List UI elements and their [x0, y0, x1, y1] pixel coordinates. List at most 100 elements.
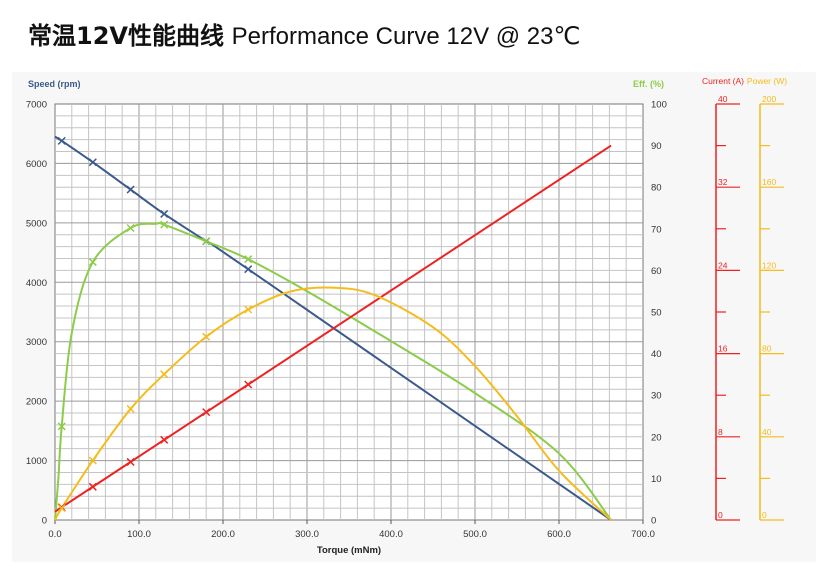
chart-axes: 0.0 100.0 200.0 300.0 400.0 500.0 600.0 700.0 To…	[26, 79, 667, 556]
series-power-line	[54, 286, 612, 521]
series-efficiency-marker-stroke	[88, 258, 97, 267]
power-tick-label: 40	[762, 427, 772, 437]
y-left-tick-label: 3000	[26, 337, 47, 348]
series-current-point	[126, 457, 135, 466]
power-tick-label: 0	[762, 510, 767, 520]
y-right-axis-label: Eff. (%)	[633, 79, 664, 89]
current-axis-label: Current (A)	[702, 76, 744, 86]
chart-grid	[54, 103, 644, 521]
series-efficiency-line	[54, 221, 612, 521]
plot-area	[54, 103, 644, 521]
y-left-tick-label: 7000	[26, 100, 47, 111]
chart-series	[54, 135, 612, 521]
x-tick-label: 500.0	[463, 529, 487, 540]
series-efficiency-point	[244, 255, 253, 264]
y-right-tick-label: 30	[651, 391, 662, 402]
series-power-point	[160, 370, 169, 379]
series-current-marker-stroke	[126, 457, 135, 466]
y-left-tick-label: 0	[42, 516, 47, 527]
x-tick-label: 0.0	[48, 529, 61, 540]
series-current-line	[54, 144, 612, 513]
y-right-tick-label: 70	[651, 224, 662, 235]
series-speed-marker-stroke	[88, 158, 97, 167]
series-current-marker-stroke	[202, 408, 211, 417]
current-tick-label: 32	[718, 177, 728, 187]
series-power-point	[126, 404, 135, 413]
power-axis-label: Power (W)	[747, 76, 787, 86]
series-speed-point	[244, 265, 253, 274]
series-power-marker-stroke	[244, 305, 253, 314]
series-efficiency-point	[88, 258, 97, 267]
series-power-marker-stroke	[57, 504, 66, 513]
series-speed-point	[160, 209, 169, 218]
x-tick-label: 100.0	[127, 529, 151, 540]
y-left-axis-label: Speed (rpm)	[28, 79, 81, 89]
chart-markers	[57, 136, 253, 513]
series-speed-point	[88, 158, 97, 167]
series-current-marker-stroke	[244, 380, 253, 389]
series-current-point	[160, 435, 169, 444]
current-tick-label: 8	[718, 427, 723, 437]
series-efficiency-marker-stroke	[244, 255, 253, 264]
y-left-tick-label: 2000	[26, 397, 47, 408]
current-tick-label: 16	[718, 344, 728, 354]
x-tick-label: 400.0	[379, 529, 403, 540]
series-current-point	[244, 380, 253, 389]
y-left-tick-label: 6000	[26, 159, 47, 170]
series-speed-line	[54, 135, 612, 521]
y-left-tick-label: 5000	[26, 218, 47, 229]
series-efficiency-marker-stroke	[202, 237, 211, 246]
y-right-tick-label: 60	[651, 266, 662, 277]
x-tick-label: 700.0	[631, 529, 655, 540]
series-efficiency-point	[57, 422, 66, 431]
series-power-point	[202, 332, 211, 341]
series-power-point	[244, 305, 253, 314]
chart-title: 常温12V性能曲线 Performance Curve 12V @ 23℃	[28, 16, 580, 51]
power-tick-label: 160	[762, 177, 776, 187]
chart-title-cn: 常温12V性能曲线	[28, 22, 224, 50]
series-current-point	[202, 408, 211, 417]
series-efficiency-marker-stroke	[126, 223, 135, 232]
power-tick-label: 80	[762, 344, 772, 354]
series-power-marker-stroke	[88, 456, 97, 465]
x-axis-label: Torque (mNm)	[317, 545, 381, 556]
series-power-marker-stroke	[160, 370, 169, 379]
series-speed-marker-stroke	[57, 136, 66, 145]
series-efficiency-marker-stroke	[160, 220, 169, 229]
series-power-point	[88, 456, 97, 465]
series-efficiency-marker-stroke	[57, 422, 66, 431]
x-tick-label: 600.0	[547, 529, 571, 540]
y-right-tick-label: 50	[651, 308, 662, 319]
current-tick-label: 40	[718, 94, 728, 104]
y-right-tick-label: 10	[651, 474, 662, 485]
y-right-tick-label: 100	[651, 100, 667, 111]
power-tick-label: 120	[762, 260, 776, 270]
y-right-tick-label: 40	[651, 349, 662, 360]
x-tick-label: 200.0	[211, 529, 235, 540]
series-speed-point	[126, 185, 135, 194]
y-left-tick-label: 1000	[26, 456, 47, 467]
series-power-point	[57, 504, 66, 513]
series-power-marker-stroke	[126, 404, 135, 413]
series-power-marker-stroke	[202, 332, 211, 341]
series-current-marker-stroke	[160, 435, 169, 444]
series-efficiency-point	[202, 237, 211, 246]
series-speed-marker-stroke	[126, 185, 135, 194]
y-right-tick-label: 80	[651, 183, 662, 194]
series-current-marker-stroke	[88, 482, 97, 491]
series-efficiency-point	[160, 220, 169, 229]
y-right-tick-label: 20	[651, 432, 662, 443]
power-tick-label: 200	[762, 94, 776, 104]
y-left-tick-label: 4000	[26, 278, 47, 289]
series-speed-marker-stroke	[244, 265, 253, 274]
chart-title-en: Performance Curve 12V @ 23℃	[231, 23, 581, 50]
y-right-tick-label: 0	[651, 516, 656, 527]
series-speed-marker-stroke	[160, 209, 169, 218]
series-speed-point	[57, 136, 66, 145]
extra-axes: Current (A) 0 8 16 24 32 40 Power (W) 0 40 80 120 16…	[702, 76, 787, 521]
x-tick-label: 300.0	[295, 529, 319, 540]
current-tick-label: 24	[718, 260, 728, 270]
series-current-point	[88, 482, 97, 491]
series-efficiency-point	[126, 223, 135, 232]
